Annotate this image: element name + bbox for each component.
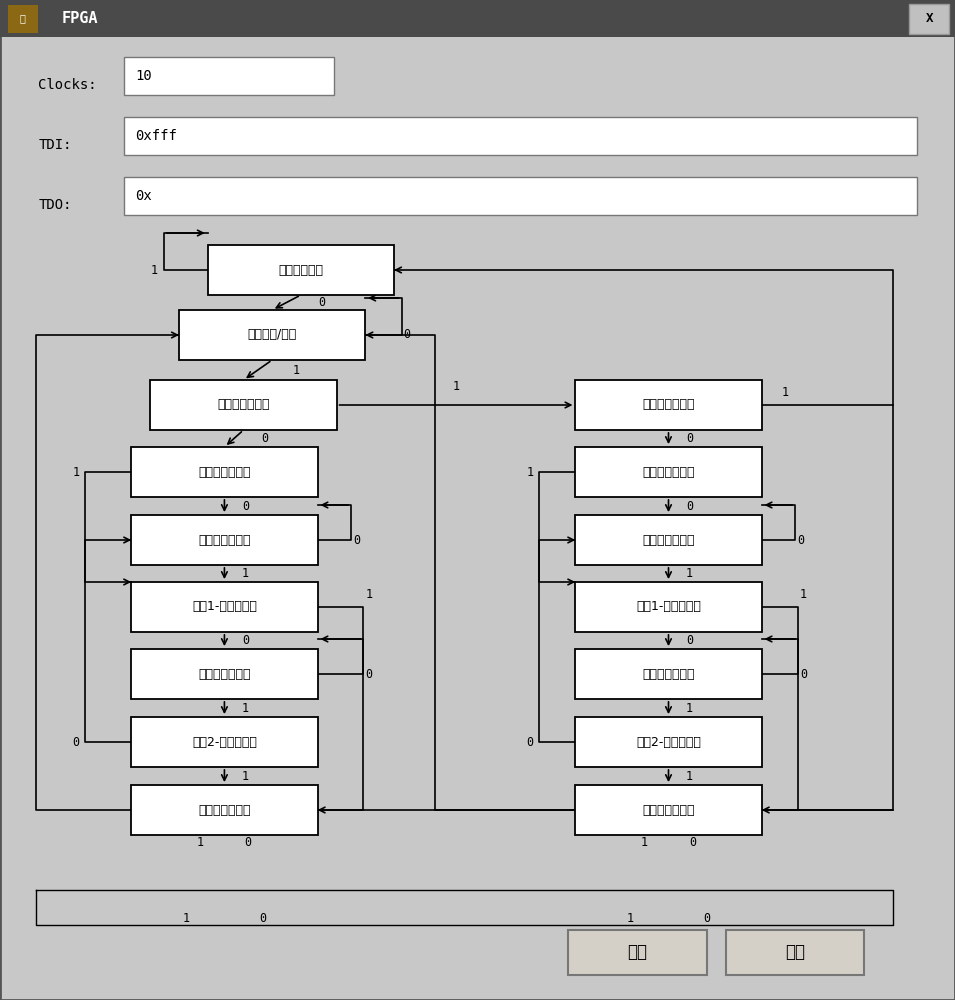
- Text: 0: 0: [259, 912, 266, 924]
- Text: 0: 0: [703, 912, 711, 924]
- Text: 暂停指令寄存器: 暂停指令寄存器: [643, 668, 694, 680]
- Text: 1: 1: [197, 836, 204, 848]
- FancyBboxPatch shape: [131, 515, 318, 565]
- FancyBboxPatch shape: [131, 785, 318, 835]
- Text: 0: 0: [526, 736, 533, 748]
- Text: 退出1-数据寄存器: 退出1-数据寄存器: [192, 600, 257, 613]
- Text: 退出2-指令寄存器: 退出2-指令寄存器: [636, 736, 701, 748]
- FancyBboxPatch shape: [909, 4, 949, 34]
- Text: 捕获指令寄存器: 捕获指令寄存器: [643, 466, 694, 479]
- Text: 1: 1: [453, 380, 459, 393]
- Text: 0: 0: [353, 534, 360, 546]
- Text: 1: 1: [686, 567, 693, 580]
- FancyBboxPatch shape: [575, 785, 761, 835]
- Text: TDO:: TDO:: [38, 198, 72, 212]
- Text: 1: 1: [151, 263, 159, 276]
- Text: 1: 1: [182, 912, 190, 924]
- Text: 暂停数据寄存器: 暂停数据寄存器: [199, 668, 250, 680]
- FancyBboxPatch shape: [131, 649, 318, 699]
- Text: 0: 0: [404, 328, 411, 342]
- FancyBboxPatch shape: [208, 245, 393, 295]
- Text: 0: 0: [244, 836, 252, 848]
- FancyBboxPatch shape: [131, 582, 318, 632]
- Text: 🔑: 🔑: [20, 13, 26, 23]
- Text: 1: 1: [366, 588, 372, 601]
- Text: 保存: 保存: [627, 944, 647, 962]
- Text: 捕获数据寄存器: 捕获数据寄存器: [199, 466, 250, 479]
- Text: FPGA: FPGA: [62, 11, 98, 26]
- FancyBboxPatch shape: [8, 5, 38, 33]
- Text: 0: 0: [686, 432, 693, 445]
- Text: 0: 0: [73, 736, 80, 748]
- Text: 1: 1: [641, 836, 648, 848]
- Text: 10: 10: [136, 69, 153, 83]
- Text: X: X: [925, 12, 933, 25]
- Text: 0: 0: [797, 534, 804, 546]
- FancyBboxPatch shape: [151, 380, 337, 430]
- Text: 0: 0: [318, 296, 326, 309]
- Text: 测试运行/空闲: 测试运行/空闲: [247, 328, 297, 342]
- FancyBboxPatch shape: [575, 380, 761, 430]
- FancyBboxPatch shape: [0, 0, 955, 37]
- Text: 1: 1: [782, 386, 789, 399]
- Text: 退出1-指令寄存器: 退出1-指令寄存器: [636, 600, 701, 613]
- Text: 移位数据寄存器: 移位数据寄存器: [199, 534, 250, 546]
- FancyBboxPatch shape: [575, 649, 761, 699]
- FancyBboxPatch shape: [124, 117, 917, 155]
- Text: 更新数据寄存器: 更新数据寄存器: [199, 804, 250, 816]
- Text: 0: 0: [800, 668, 807, 680]
- Text: 1: 1: [242, 702, 249, 714]
- Text: TDI:: TDI:: [38, 138, 72, 152]
- Text: 选择数据寄存器: 选择数据寄存器: [218, 398, 269, 412]
- FancyBboxPatch shape: [124, 57, 334, 95]
- Text: 0: 0: [686, 499, 693, 512]
- FancyBboxPatch shape: [568, 930, 707, 975]
- FancyBboxPatch shape: [575, 582, 761, 632]
- Text: 移位指令寄存器: 移位指令寄存器: [643, 534, 694, 546]
- Text: 0x: 0x: [136, 189, 153, 203]
- FancyBboxPatch shape: [575, 515, 761, 565]
- Text: 1: 1: [242, 770, 249, 782]
- Text: 1: 1: [292, 363, 300, 376]
- Text: 0: 0: [686, 634, 693, 647]
- Text: 0xfff: 0xfff: [136, 129, 178, 143]
- Text: 测试逻辑复位: 测试逻辑复位: [278, 263, 324, 276]
- Text: Clocks:: Clocks:: [38, 78, 96, 92]
- FancyBboxPatch shape: [124, 177, 917, 215]
- Text: 0: 0: [261, 432, 268, 445]
- FancyBboxPatch shape: [575, 717, 761, 767]
- Text: 1: 1: [686, 770, 693, 782]
- Text: 1: 1: [626, 912, 634, 924]
- Text: 退出2-数据寄存器: 退出2-数据寄存器: [192, 736, 257, 748]
- Text: 0: 0: [366, 668, 372, 680]
- FancyBboxPatch shape: [179, 310, 365, 360]
- FancyBboxPatch shape: [131, 447, 318, 497]
- Text: 0: 0: [242, 499, 249, 512]
- Text: 运行: 运行: [785, 944, 805, 962]
- Text: 0: 0: [242, 634, 249, 647]
- Text: 选择指令寄存器: 选择指令寄存器: [643, 398, 694, 412]
- FancyBboxPatch shape: [726, 930, 864, 975]
- Text: 1: 1: [800, 588, 807, 601]
- FancyBboxPatch shape: [131, 717, 318, 767]
- Text: 1: 1: [73, 466, 80, 479]
- Text: 指令更新寄存器: 指令更新寄存器: [643, 804, 694, 816]
- Text: 0: 0: [689, 836, 696, 848]
- Text: 1: 1: [526, 466, 533, 479]
- FancyBboxPatch shape: [575, 447, 761, 497]
- Text: 1: 1: [242, 567, 249, 580]
- Text: 1: 1: [686, 702, 693, 714]
